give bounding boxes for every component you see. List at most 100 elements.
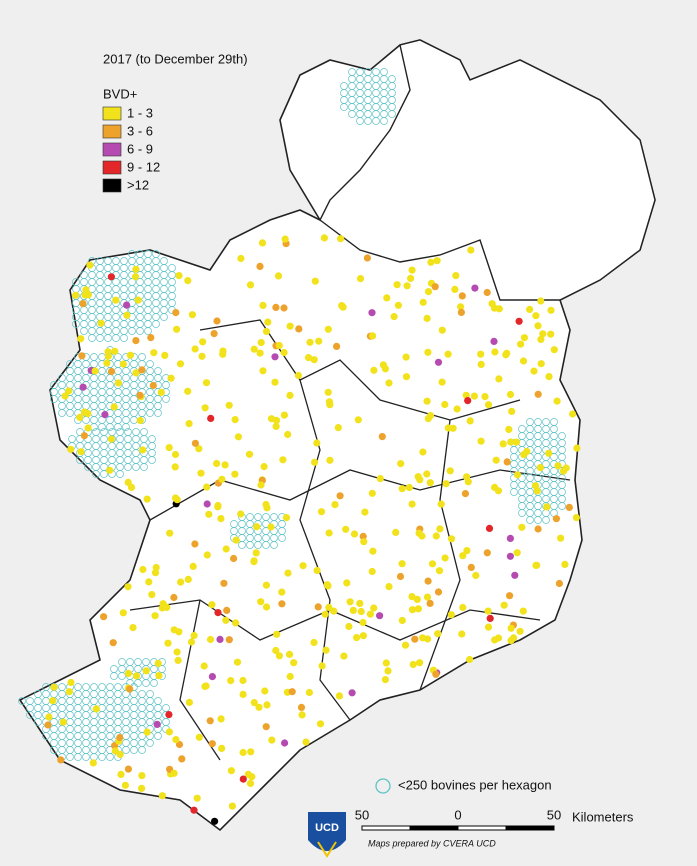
case-dot (124, 765, 132, 773)
case-dot (237, 510, 245, 518)
case-dot (502, 351, 510, 359)
case-dot (116, 733, 124, 742)
case-dot (459, 552, 467, 560)
case-dot (225, 401, 233, 409)
case-dot (67, 678, 75, 687)
hexagon (140, 463, 148, 471)
case-dot (44, 721, 52, 729)
case-dot (518, 523, 526, 531)
scale-segment (457, 825, 507, 831)
case-dot (157, 388, 165, 396)
logo-emblem (317, 841, 337, 858)
case-dot (257, 338, 265, 347)
case-dot (284, 569, 292, 577)
case-dot (217, 715, 225, 723)
hexagon (372, 117, 380, 125)
case-dot (227, 767, 235, 775)
case-dot (471, 284, 479, 292)
case-dot (195, 733, 203, 741)
case-dot (124, 583, 132, 591)
case-dot (318, 662, 326, 670)
case-dot (316, 720, 325, 728)
hexagon (50, 746, 58, 754)
case-dot (164, 639, 172, 647)
case-dot (381, 676, 389, 684)
case-dot (298, 711, 306, 719)
case-dot (451, 285, 459, 293)
case-dot (297, 703, 306, 712)
case-dot (78, 352, 86, 360)
case-dot (354, 416, 362, 424)
case-dot (359, 618, 367, 627)
case-dot (441, 554, 449, 562)
case-dot (216, 635, 224, 644)
case-dot (323, 581, 331, 589)
case-dot (191, 345, 199, 353)
hexagon (72, 320, 80, 328)
case-dot (124, 669, 132, 678)
hexagon (110, 672, 118, 680)
case-dot (547, 306, 555, 314)
case-dot (572, 514, 581, 522)
case-dot (278, 588, 286, 596)
case-dot (79, 383, 87, 391)
case-dot (311, 458, 319, 466)
case-dot (274, 272, 283, 280)
case-dot (467, 246, 475, 254)
case-dot (343, 579, 351, 587)
case-dot (119, 609, 127, 617)
legend-label: 1 - 3 (127, 105, 153, 120)
case-dot (432, 532, 440, 540)
case-dot (268, 736, 276, 744)
hexagon (34, 718, 42, 726)
case-dot (123, 301, 131, 309)
case-dot (419, 298, 427, 306)
case-dot (104, 348, 112, 356)
case-dot (534, 390, 542, 398)
hexagon (76, 456, 84, 464)
case-dot (554, 462, 562, 470)
case-dot (191, 439, 199, 447)
case-dot (466, 417, 474, 425)
case-dot (217, 515, 225, 523)
case-dot (111, 347, 119, 355)
case-dot (76, 413, 84, 421)
case-dot (426, 599, 434, 608)
case-dot (398, 616, 406, 625)
case-dot (320, 234, 328, 242)
case-dot (368, 567, 376, 576)
case-dot (171, 463, 179, 471)
case-dot (231, 416, 239, 424)
case-dot (132, 265, 140, 273)
logo: UCD (308, 812, 346, 858)
case-dot (264, 318, 272, 326)
case-dot (72, 291, 80, 299)
case-dot (515, 317, 523, 325)
case-dot (322, 646, 330, 654)
legend-title: BVD+ (103, 86, 137, 101)
case-dot (195, 445, 203, 453)
case-dot (405, 483, 413, 492)
case-dot (117, 770, 125, 779)
case-dot (565, 503, 573, 511)
case-dot (261, 687, 269, 695)
case-dot (119, 360, 127, 368)
legend-swatch (102, 178, 122, 193)
case-dot (461, 490, 469, 498)
hexagon (120, 334, 128, 342)
case-dot (174, 656, 182, 665)
hexagon (150, 679, 158, 687)
case-dot (187, 638, 196, 646)
case-dot (67, 445, 75, 453)
case-dot (403, 282, 411, 290)
case-dot (423, 314, 431, 322)
case-dot (260, 463, 268, 471)
case-dot (165, 728, 173, 736)
case-dot (506, 390, 515, 399)
hexagon (66, 753, 74, 761)
case-dot (369, 547, 377, 555)
case-dot (433, 257, 441, 265)
case-dot (271, 378, 279, 386)
case-dot (185, 698, 193, 707)
